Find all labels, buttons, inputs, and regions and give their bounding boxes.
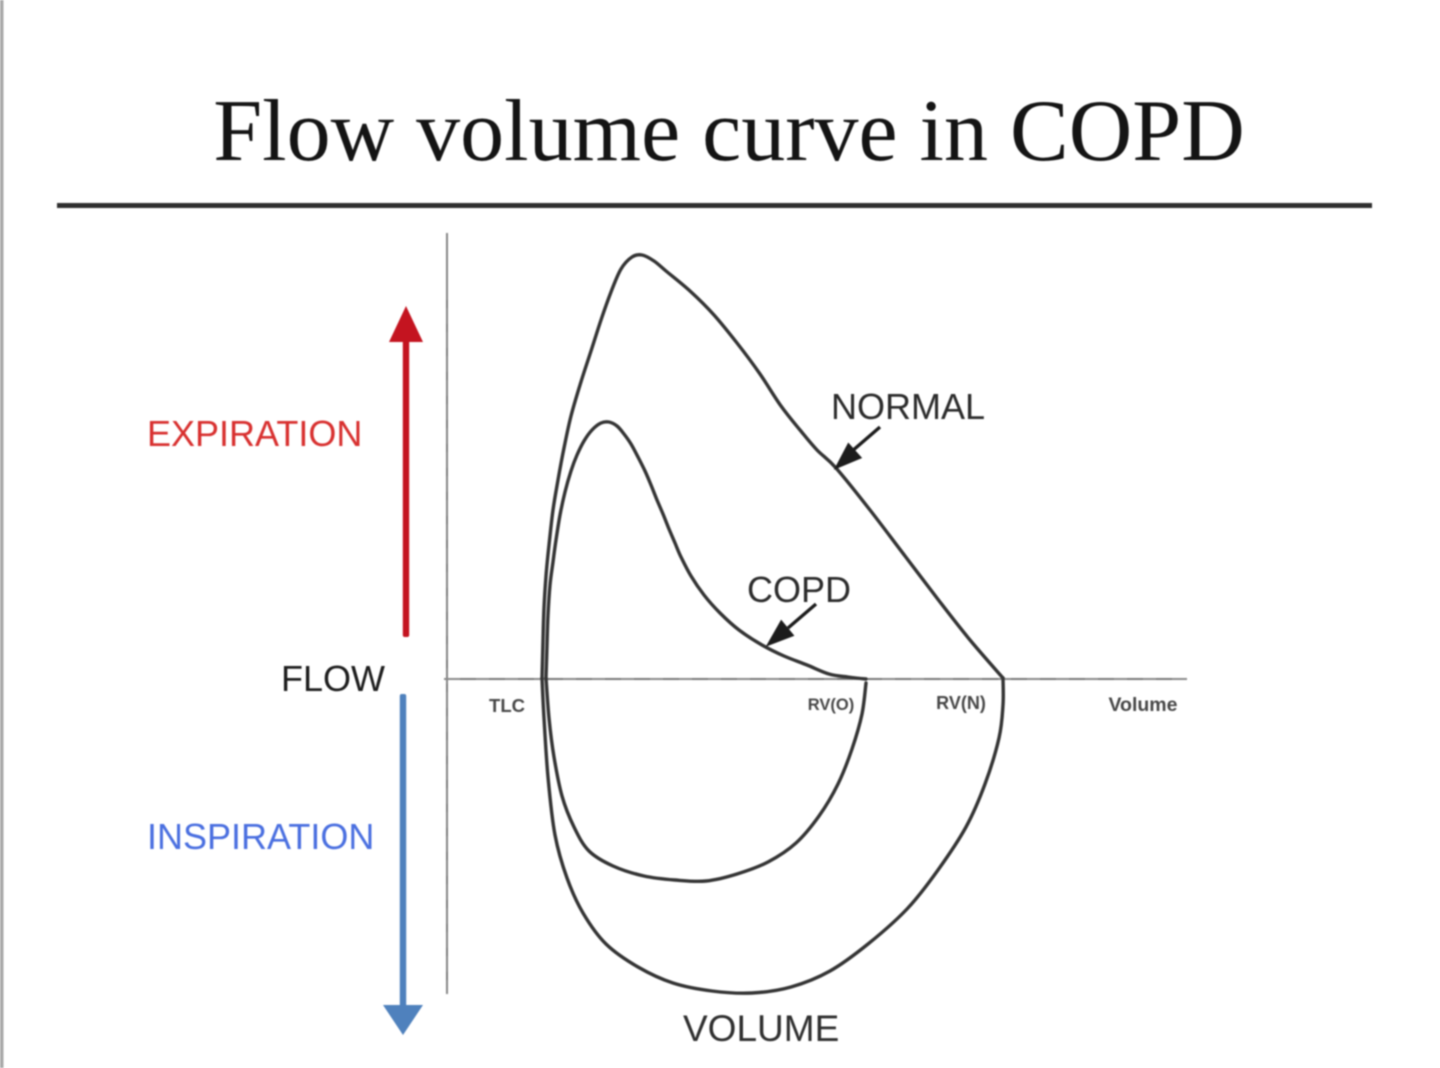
svg-text:TLC: TLC bbox=[489, 695, 525, 716]
svg-text:COPD: COPD bbox=[747, 569, 851, 610]
svg-text:RV(O): RV(O) bbox=[808, 696, 854, 714]
svg-text:VOLUME: VOLUME bbox=[683, 1008, 839, 1049]
svg-text:NORMAL: NORMAL bbox=[831, 386, 985, 427]
svg-text:EXPIRATION: EXPIRATION bbox=[147, 413, 362, 454]
svg-text:RV(N): RV(N) bbox=[936, 693, 986, 713]
svg-text:INSPIRATION: INSPIRATION bbox=[147, 816, 374, 857]
svg-text:Flow volume curve in COPD: Flow volume curve in COPD bbox=[213, 83, 1245, 180]
svg-text:Volume: Volume bbox=[1109, 694, 1178, 716]
svg-text:FLOW: FLOW bbox=[281, 658, 385, 699]
